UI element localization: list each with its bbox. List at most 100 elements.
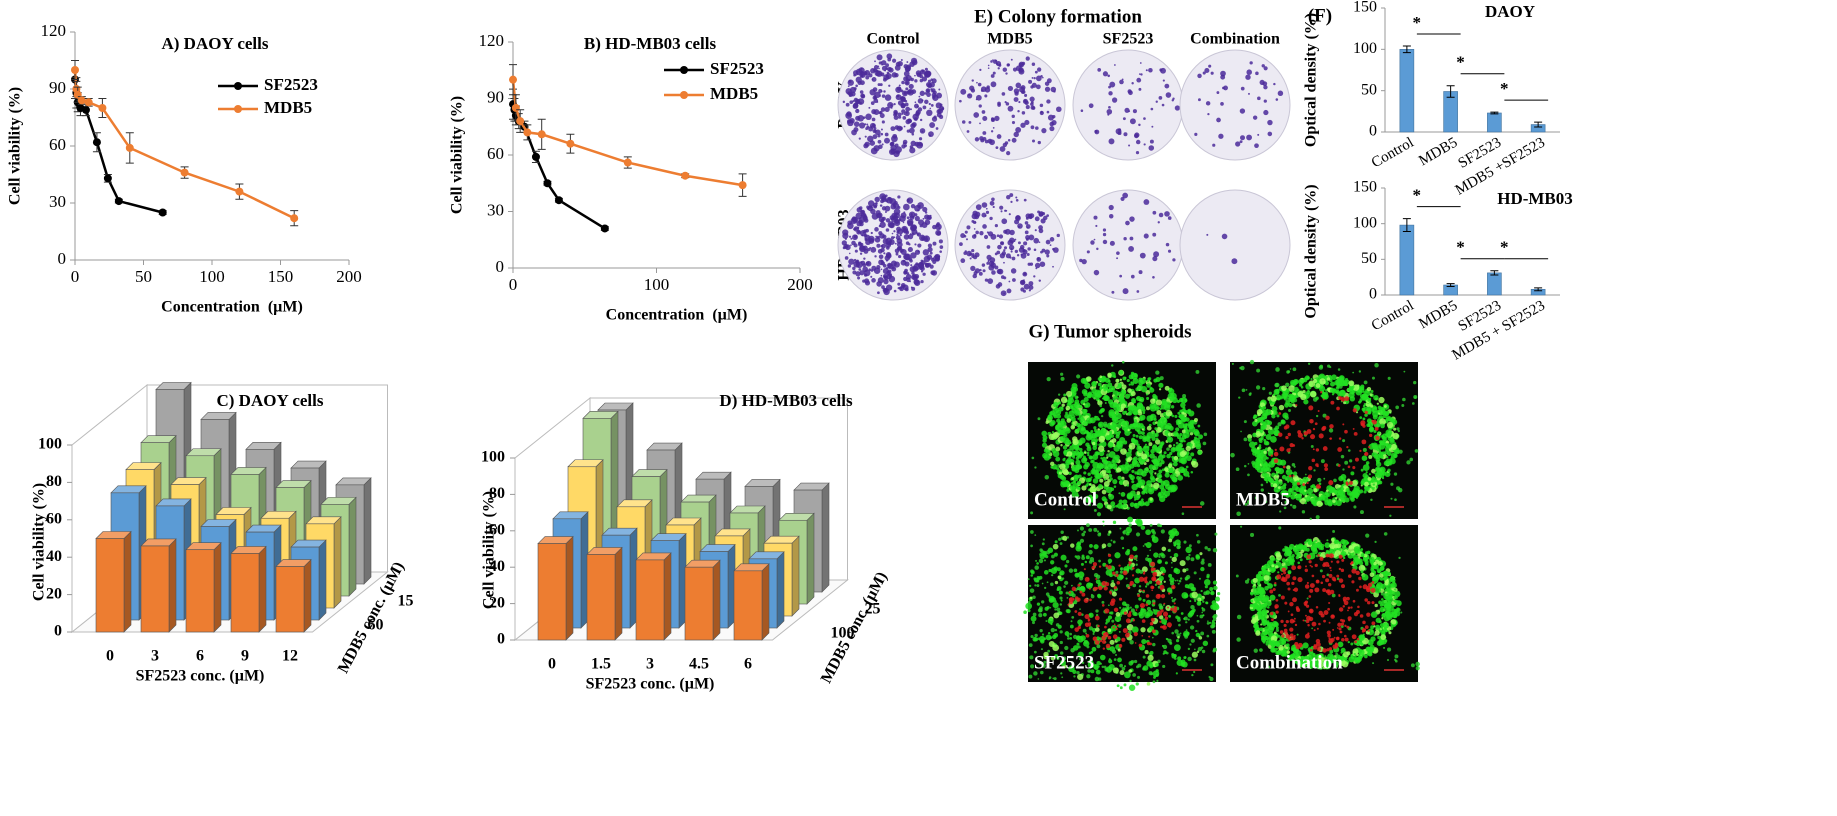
cell: [1169, 577, 1175, 583]
cell: [1156, 679, 1159, 682]
colony: [864, 214, 867, 217]
colony: [981, 202, 988, 208]
colony: [978, 104, 982, 108]
dead-cell: [1143, 571, 1146, 574]
dead-cell: [1345, 481, 1349, 484]
cell: [1183, 617, 1186, 620]
cell: [1030, 574, 1033, 577]
cell: [1076, 544, 1082, 550]
cell: [1302, 476, 1309, 483]
dead-cell: [1324, 467, 1329, 472]
colony: [900, 103, 906, 109]
significance-mark: *: [1500, 79, 1509, 98]
colony: [877, 212, 883, 218]
cell: [1119, 670, 1125, 676]
cell: [1278, 526, 1282, 530]
colony: [1030, 85, 1034, 89]
colony: [902, 227, 906, 231]
colony: [1148, 145, 1155, 151]
cell: [1241, 388, 1246, 393]
dead-cell: [1098, 585, 1103, 591]
dead-cell: [1113, 607, 1119, 613]
cell: [1415, 666, 1420, 671]
cell: [1050, 461, 1055, 467]
cell: [1132, 377, 1139, 385]
cell: [1062, 437, 1070, 444]
colony-title: E) Colony formation: [974, 6, 1142, 27]
colony: [910, 264, 913, 267]
cell: [1081, 532, 1085, 537]
colony: [1116, 257, 1119, 260]
dead-cell: [1337, 464, 1341, 467]
cell: [1130, 382, 1135, 386]
cell: [1084, 560, 1088, 564]
colony: [1006, 63, 1010, 67]
cell: [1102, 524, 1105, 527]
colony: [1263, 109, 1269, 116]
cell: [1126, 484, 1130, 487]
cell: [1133, 493, 1141, 501]
colony: [1029, 96, 1035, 102]
y-tick-label: 0: [1369, 123, 1377, 140]
cell: [1166, 447, 1170, 451]
marker: [290, 214, 299, 223]
colony: [971, 219, 975, 223]
colony: [883, 287, 889, 293]
colony: [929, 107, 932, 110]
cell: [1172, 446, 1175, 450]
cell: [1080, 562, 1084, 566]
cell: [1112, 667, 1119, 674]
cell: [1150, 415, 1154, 419]
colony: [936, 92, 943, 99]
colony: [928, 216, 932, 220]
cell: [1275, 472, 1279, 476]
cell: [1077, 474, 1082, 479]
cell: [1415, 661, 1420, 667]
colony: [924, 71, 931, 78]
cell: [1053, 612, 1060, 619]
colony: [1000, 241, 1004, 245]
legend-marker: [680, 66, 688, 74]
cell: [1379, 454, 1384, 459]
colony: [1093, 269, 1100, 276]
colony: [885, 194, 888, 198]
colony: [1220, 70, 1226, 77]
series-line: [73, 69, 295, 220]
cell: [1136, 491, 1141, 495]
cell: [1327, 364, 1331, 368]
dead-cell: [1302, 483, 1306, 487]
cell: [1148, 469, 1154, 475]
cell: [1107, 441, 1114, 448]
cell: [1107, 628, 1112, 633]
cell: [1043, 559, 1046, 562]
cell: [1060, 376, 1065, 381]
cell: [1212, 580, 1218, 585]
cell: [1310, 444, 1314, 448]
cell: [1334, 496, 1338, 500]
cell: [1153, 552, 1159, 558]
cell: [1393, 472, 1398, 476]
cell: [1116, 684, 1120, 688]
marker: [509, 75, 517, 84]
colony: [914, 279, 921, 286]
colony: [895, 252, 899, 256]
colony: [1263, 99, 1267, 103]
cell: [1243, 420, 1247, 424]
cell: [1076, 427, 1080, 432]
cell: [1194, 441, 1197, 444]
bar-side: [821, 482, 830, 593]
colony: [875, 235, 878, 238]
cell: [1146, 445, 1150, 449]
colony: [859, 252, 863, 255]
cell: [1059, 611, 1063, 615]
cell: [1385, 418, 1388, 421]
cell: [1149, 453, 1155, 459]
y-tick-label: 120: [479, 31, 505, 50]
colony: [905, 75, 912, 82]
cell: [1135, 434, 1139, 438]
dead-cell: [1338, 437, 1342, 440]
colony: [874, 60, 876, 63]
cell: [1095, 452, 1099, 455]
y-axis-label: Cell viability (%): [481, 491, 498, 609]
cell: [1038, 558, 1044, 564]
